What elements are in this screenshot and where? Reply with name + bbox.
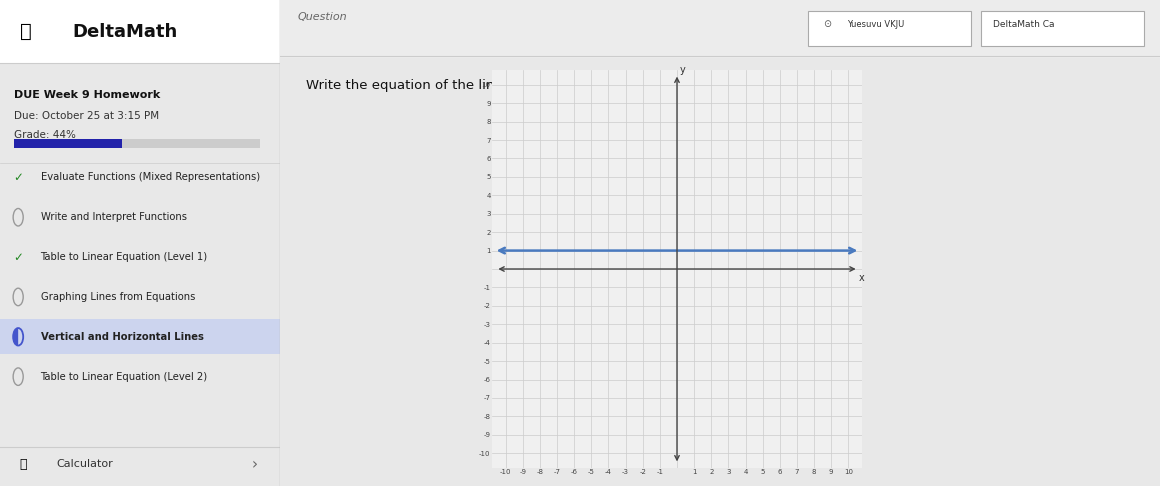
Text: 🎓: 🎓	[20, 22, 31, 41]
Text: Write and Interpret Functions: Write and Interpret Functions	[41, 212, 187, 222]
Bar	[280, 0, 1160, 58]
Text: DUE Week 9 Homework: DUE Week 9 Homework	[14, 90, 160, 100]
Bar	[807, 11, 971, 46]
Bar	[14, 139, 122, 148]
Text: y: y	[680, 65, 686, 75]
Text: Graphing Lines from Equations: Graphing Lines from Equations	[41, 292, 195, 302]
Text: x: x	[860, 273, 865, 283]
Text: ⊙: ⊙	[822, 19, 831, 29]
Bar	[0, 319, 280, 354]
Text: Grade: 44%: Grade: 44%	[14, 130, 75, 140]
Text: Calculator: Calculator	[56, 459, 113, 469]
Bar	[981, 11, 1144, 46]
Wedge shape	[13, 328, 19, 346]
Text: 🖩: 🖩	[20, 458, 27, 470]
Text: Vertical and Horizontal Lines: Vertical and Horizontal Lines	[41, 332, 203, 342]
Text: DeltaMath Ca: DeltaMath Ca	[993, 20, 1054, 29]
Text: ✓: ✓	[13, 251, 23, 263]
Text: Write the equation of the line graphed below in simplest form.: Write the equation of the line graphed b…	[306, 79, 723, 91]
Text: Evaluate Functions (Mixed Representations): Evaluate Functions (Mixed Representation…	[41, 173, 260, 182]
Text: Yuesuvu VKJU: Yuesuvu VKJU	[848, 20, 905, 29]
Bar	[0, 0, 280, 63]
Text: Question: Question	[297, 12, 347, 22]
Text: Table to Linear Equation (Level 2): Table to Linear Equation (Level 2)	[41, 372, 208, 382]
Text: ✓: ✓	[13, 171, 23, 184]
Text: Table to Linear Equation (Level 1): Table to Linear Equation (Level 1)	[41, 252, 208, 262]
Text: DeltaMath: DeltaMath	[73, 22, 177, 41]
Text: Due: October 25 at 3:15 PM: Due: October 25 at 3:15 PM	[14, 111, 159, 121]
Text: ›: ›	[252, 457, 258, 471]
Bar	[14, 139, 260, 148]
